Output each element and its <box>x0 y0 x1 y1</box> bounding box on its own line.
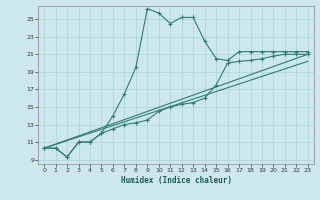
X-axis label: Humidex (Indice chaleur): Humidex (Indice chaleur) <box>121 176 231 185</box>
